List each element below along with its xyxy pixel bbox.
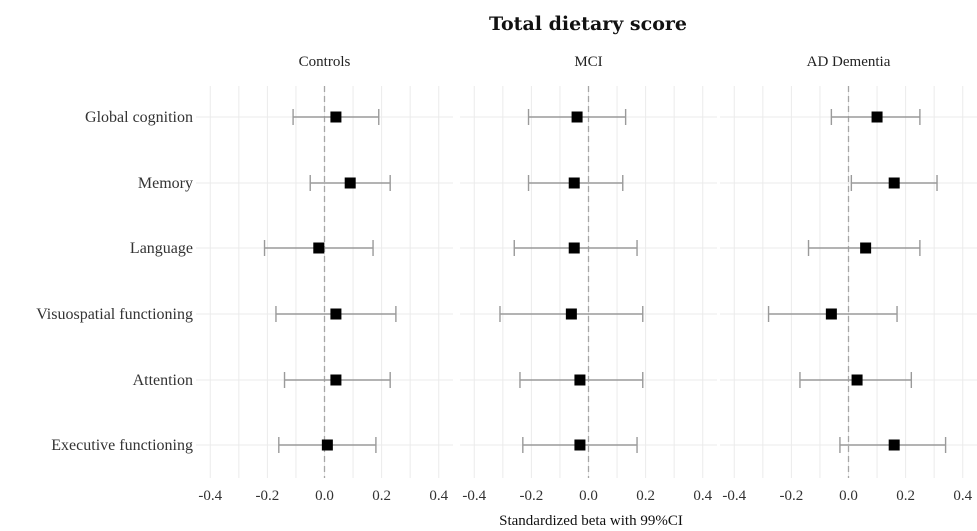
- point-estimate: [825, 308, 837, 320]
- point-estimate: [574, 439, 586, 451]
- point-estimate: [574, 374, 586, 386]
- x-tick-label: -0.2: [520, 488, 544, 504]
- chart-title: Total dietary score: [489, 13, 687, 35]
- facet-label: AD Dementia: [807, 54, 891, 70]
- y-tick-label: Memory: [138, 175, 193, 192]
- x-tick-label: 0.2: [896, 488, 915, 504]
- y-tick-label: Visuospatial functioning: [36, 306, 193, 323]
- point-estimate: [565, 308, 577, 320]
- x-tick-label: 0.0: [315, 488, 334, 504]
- x-axis-ticks: -0.4 -0.2 0.0 0.2 0.4 -0.4 -0.2 0.0 0.2 0.4 -0.4 -0…: [198, 488, 972, 504]
- y-tick-label: Global cognition: [85, 109, 193, 126]
- x-tick-label: -0.2: [256, 488, 280, 504]
- point-estimate: [888, 177, 900, 189]
- x-tick-label: 0.0: [839, 488, 858, 504]
- x-tick-label: 0.2: [372, 488, 391, 504]
- x-tick-label: 0.4: [953, 488, 972, 504]
- point-estimate: [888, 439, 900, 451]
- x-tick-label: -0.4: [198, 488, 222, 504]
- facet-labels: Controls MCI AD Dementia: [299, 54, 891, 70]
- facet-label: Controls: [299, 54, 351, 70]
- point-estimate: [871, 111, 883, 123]
- point-estimate: [860, 242, 872, 254]
- grid: [196, 86, 977, 478]
- y-tick-label: Attention: [133, 372, 193, 389]
- point-estimate: [344, 177, 356, 189]
- point-estimate: [571, 111, 583, 123]
- y-tick-label: Executive functioning: [51, 437, 193, 454]
- point-estimate: [321, 439, 333, 451]
- point-estimate: [313, 242, 325, 254]
- x-axis-label: Standardized beta with 99%CI: [499, 513, 683, 529]
- x-tick-label: 0.0: [579, 488, 598, 504]
- facet-label: MCI: [574, 54, 602, 70]
- x-tick-label: -0.4: [722, 488, 746, 504]
- point-estimate: [851, 374, 863, 386]
- point-estimate: [330, 111, 342, 123]
- x-tick-label: 0.4: [693, 488, 712, 504]
- estimates: [263, 109, 947, 453]
- point-estimate: [330, 374, 342, 386]
- x-tick-label: 0.2: [636, 488, 655, 504]
- y-axis-labels: Global cognition Memory Language Visuospati…: [36, 109, 193, 454]
- y-tick-label: Language: [130, 240, 193, 257]
- x-tick-label: 0.4: [429, 488, 448, 504]
- x-tick-label: -0.4: [462, 488, 486, 504]
- reference-lines: [323, 86, 850, 478]
- point-estimate: [330, 308, 342, 320]
- point-estimate: [568, 242, 580, 254]
- point-estimate: [568, 177, 580, 189]
- x-tick-label: -0.2: [780, 488, 804, 504]
